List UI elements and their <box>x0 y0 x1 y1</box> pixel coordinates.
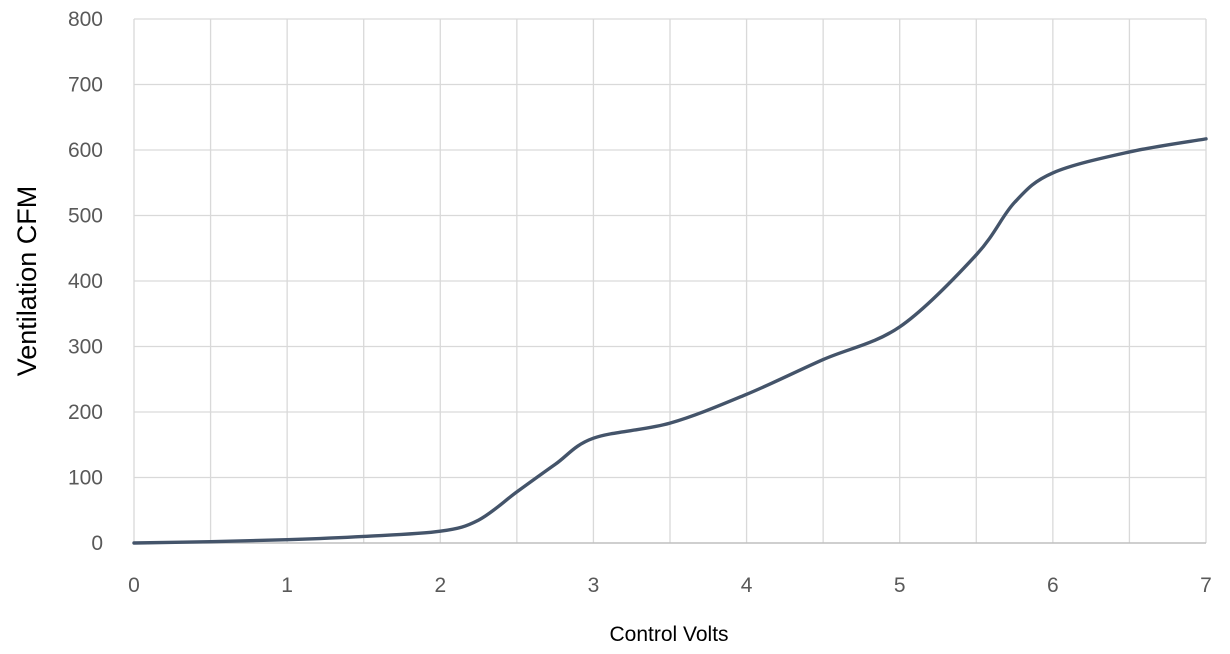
y-axis-title: Ventilation CFM <box>12 186 42 377</box>
series-line <box>132 137 1208 545</box>
x-tick-label: 0 <box>128 574 140 597</box>
x-axis-title: Control Volts <box>609 623 728 646</box>
y-tick-label: 300 <box>68 336 103 359</box>
y-tick-label: 200 <box>68 401 103 424</box>
x-tick-label: 5 <box>894 574 906 597</box>
y-tick-label: 100 <box>68 467 103 490</box>
x-tick-label: 6 <box>1047 574 1059 597</box>
y-tick-label: 500 <box>68 205 103 228</box>
x-tick-label: 2 <box>434 574 446 597</box>
series-layer <box>132 137 1208 545</box>
y-tick-label: 700 <box>68 74 103 97</box>
x-tick-label: 1 <box>281 574 293 597</box>
y-tick-label: 400 <box>68 270 103 293</box>
tick-labels: 0 100 200 300 400 500 600 700 800 0 1 2 3 4 5 6 7 <box>68 8 1212 597</box>
y-tick-label: 0 <box>91 532 103 555</box>
y-tick-label: 800 <box>68 8 103 31</box>
x-tick-label: 3 <box>588 574 600 597</box>
x-tick-label: 4 <box>741 574 753 597</box>
x-tick-label: 7 <box>1200 574 1212 597</box>
gridlines <box>133 18 1207 544</box>
y-tick-label: 600 <box>68 139 103 162</box>
